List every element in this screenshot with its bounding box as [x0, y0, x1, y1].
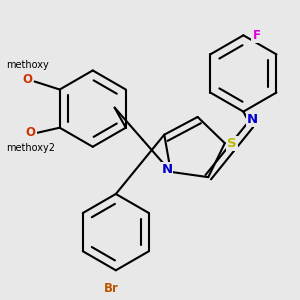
- Text: methoxy: methoxy: [6, 60, 49, 70]
- Text: N: N: [161, 164, 172, 176]
- Text: N: N: [247, 113, 258, 126]
- Text: Br: Br: [103, 282, 118, 295]
- Text: O: O: [22, 73, 33, 86]
- Text: S: S: [227, 137, 237, 150]
- Text: F: F: [252, 29, 260, 42]
- Text: O: O: [26, 126, 36, 139]
- Text: methoxy2: methoxy2: [6, 143, 55, 153]
